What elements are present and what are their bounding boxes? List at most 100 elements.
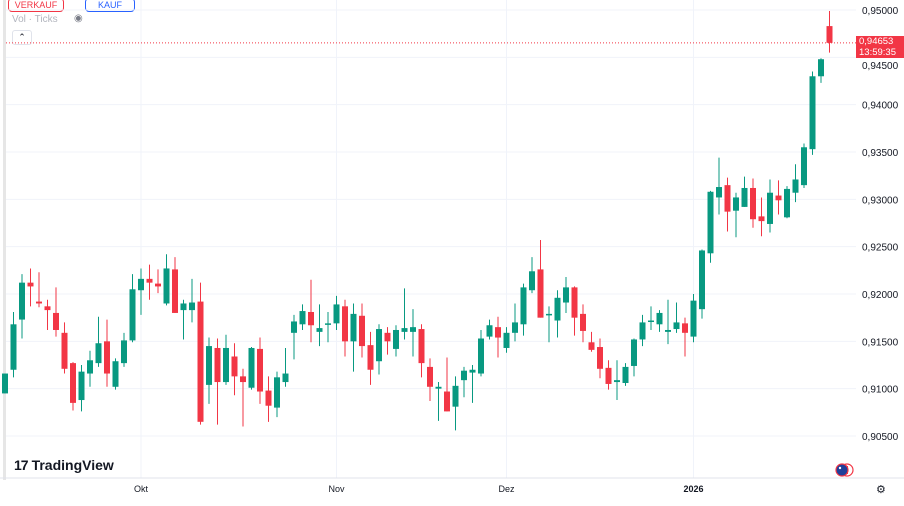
- candle-body: [78, 371, 85, 401]
- candle-body: [648, 320, 654, 323]
- candle: [36, 272, 42, 308]
- candle-body: [189, 302, 195, 311]
- candle: [180, 299, 187, 340]
- candles: [2, 10, 833, 431]
- candle-body: [639, 322, 646, 340]
- candle-body: [826, 26, 833, 43]
- candle-body: [2, 373, 8, 394]
- candle: [427, 358, 433, 401]
- candle: [792, 164, 799, 203]
- time-tick-label: Dez: [498, 484, 515, 494]
- candle: [410, 309, 416, 357]
- candle: [163, 254, 170, 306]
- candle-body: [605, 367, 612, 384]
- time-axis[interactable]: Okt Nov Dez 2026: [134, 484, 704, 494]
- candle-body: [716, 187, 722, 198]
- candle: [452, 376, 459, 431]
- candle: [775, 180, 782, 215]
- candle-body: [291, 321, 297, 333]
- candle: [733, 192, 739, 238]
- candle-body: [673, 322, 680, 330]
- time-tick-label: Nov: [328, 484, 345, 494]
- candle-body: [656, 312, 663, 325]
- candle-body: [486, 325, 493, 337]
- candle-body: [384, 332, 391, 342]
- candle-body: [104, 341, 110, 374]
- candle: [716, 157, 722, 215]
- candle: [138, 268, 144, 315]
- candle-body: [495, 327, 501, 338]
- candle: [172, 257, 178, 313]
- candle-body: [622, 366, 629, 383]
- candle: [478, 329, 484, 377]
- candle: [741, 176, 748, 207]
- candle: [503, 327, 510, 353]
- candle-body: [27, 282, 34, 287]
- tradingview-logo-text: TradingView: [31, 457, 114, 473]
- price-tick-label: 0,92000: [862, 290, 899, 301]
- candle-body: [707, 191, 714, 254]
- candle-body: [206, 346, 212, 385]
- candle-body: [257, 348, 263, 392]
- candle: [699, 249, 705, 319]
- candle-body: [520, 287, 527, 325]
- price-tick-label: 0,90500: [862, 432, 899, 443]
- candle: [206, 337, 212, 404]
- candle: [580, 304, 586, 343]
- candle: [53, 287, 59, 337]
- chevron-up-icon[interactable]: ⌃: [12, 30, 32, 45]
- candle-body: [418, 329, 425, 364]
- candle-body: [801, 147, 807, 186]
- candle: [588, 331, 595, 352]
- candle: [2, 373, 8, 394]
- settings-icon[interactable]: ⚙: [876, 484, 886, 496]
- candle-body: [631, 339, 637, 366]
- candle-body: [325, 323, 331, 325]
- sell-button[interactable]: VERKAUF: [8, 0, 64, 12]
- candle-body: [19, 282, 25, 320]
- candle: [435, 382, 442, 421]
- candle-body: [248, 347, 255, 388]
- candle: [240, 368, 246, 427]
- candle-body: [180, 303, 187, 311]
- last-price-value: 0,94653: [859, 36, 894, 47]
- candle-body: [750, 187, 756, 220]
- price-tick-label: 0,93500: [862, 148, 899, 159]
- candle-body: [614, 380, 620, 383]
- grid-lines: [6, 0, 856, 478]
- candle: [265, 376, 272, 422]
- candle: [690, 294, 697, 343]
- tradingview-logo[interactable]: 17 TradingView: [14, 457, 114, 473]
- candle: [350, 303, 357, 372]
- candle-body: [95, 343, 102, 364]
- candle: [784, 186, 790, 219]
- buy-button[interactable]: KAUF: [85, 0, 135, 12]
- candle-body: [427, 366, 433, 387]
- volume-indicator-label[interactable]: Vol · Ticks: [12, 14, 58, 25]
- candle-body: [53, 312, 59, 330]
- candle-body: [537, 269, 544, 318]
- candle-body: [478, 338, 484, 374]
- candle-body: [70, 363, 76, 403]
- candle: [614, 360, 620, 401]
- candle-body: [563, 287, 569, 303]
- candle-body: [138, 278, 144, 291]
- candle: [87, 350, 93, 387]
- candle: [291, 314, 297, 360]
- candle: [469, 365, 476, 403]
- candle-body: [333, 304, 340, 324]
- candle-body: [214, 347, 221, 383]
- eye-crossed-icon[interactable]: ◉: [74, 13, 83, 24]
- candle: [673, 302, 680, 333]
- candle: [333, 295, 340, 330]
- price-axis[interactable]: 0,95000 0,94500 0,94000 0,93500 0,93000 0,925…: [862, 6, 899, 443]
- currency-pair-flags-icon[interactable]: [834, 463, 856, 477]
- candle-body: [741, 187, 748, 207]
- candle-body: [792, 179, 799, 193]
- candle: [95, 316, 102, 367]
- candle: [809, 71, 816, 155]
- candle: [19, 274, 25, 339]
- candle: [648, 306, 654, 330]
- candle: [316, 304, 323, 347]
